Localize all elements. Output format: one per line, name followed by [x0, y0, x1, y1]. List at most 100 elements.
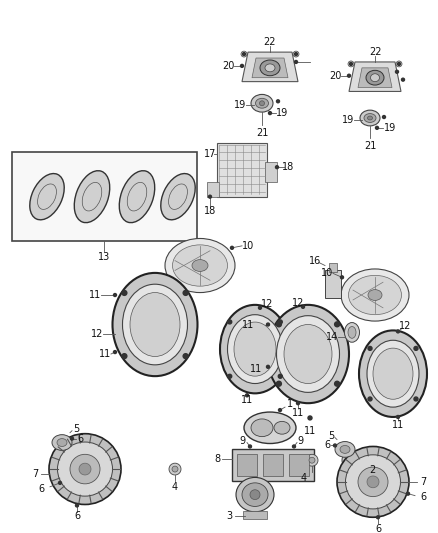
Bar	[237, 454, 257, 476]
Ellipse shape	[367, 476, 379, 488]
Text: 19: 19	[234, 100, 246, 110]
Circle shape	[268, 111, 272, 115]
Ellipse shape	[265, 64, 275, 72]
Ellipse shape	[360, 110, 380, 126]
Circle shape	[183, 290, 188, 295]
Text: 21: 21	[256, 128, 268, 138]
Text: 11: 11	[292, 408, 304, 418]
Bar	[232, 449, 314, 481]
Text: 5: 5	[328, 431, 334, 441]
Ellipse shape	[367, 116, 372, 120]
Polygon shape	[349, 62, 401, 92]
Ellipse shape	[306, 454, 318, 466]
Text: 1: 1	[287, 399, 293, 409]
Ellipse shape	[169, 463, 181, 475]
Circle shape	[350, 62, 353, 66]
Circle shape	[59, 481, 61, 484]
Circle shape	[368, 346, 372, 350]
Ellipse shape	[241, 51, 247, 57]
Circle shape	[396, 330, 399, 333]
Circle shape	[396, 70, 399, 73]
Ellipse shape	[342, 453, 356, 468]
Circle shape	[122, 290, 127, 295]
Circle shape	[266, 365, 269, 368]
Ellipse shape	[348, 327, 356, 338]
Circle shape	[278, 374, 282, 378]
Circle shape	[335, 381, 339, 386]
Bar	[207, 182, 219, 197]
Text: 5: 5	[73, 424, 79, 434]
Ellipse shape	[368, 289, 382, 301]
Text: 6: 6	[324, 440, 330, 450]
Circle shape	[333, 444, 336, 447]
Circle shape	[382, 116, 385, 118]
Circle shape	[396, 416, 399, 418]
Text: 11: 11	[241, 395, 253, 405]
Text: 6: 6	[77, 433, 83, 443]
Ellipse shape	[220, 305, 290, 393]
Text: 12: 12	[261, 299, 273, 309]
Text: 10: 10	[321, 269, 333, 278]
Circle shape	[276, 322, 281, 327]
Ellipse shape	[358, 467, 388, 497]
Text: 8: 8	[214, 454, 220, 464]
Polygon shape	[242, 52, 298, 82]
Ellipse shape	[340, 446, 350, 454]
Ellipse shape	[192, 260, 208, 271]
Text: 6: 6	[38, 484, 44, 494]
Circle shape	[183, 354, 188, 359]
Circle shape	[75, 504, 78, 507]
Circle shape	[278, 320, 282, 324]
Circle shape	[297, 402, 300, 405]
Circle shape	[113, 351, 117, 353]
Ellipse shape	[244, 412, 296, 443]
Ellipse shape	[346, 455, 400, 509]
Ellipse shape	[242, 483, 268, 506]
Text: 22: 22	[264, 37, 276, 47]
Circle shape	[228, 374, 232, 378]
Circle shape	[368, 397, 372, 401]
Text: 16: 16	[309, 256, 321, 265]
Ellipse shape	[396, 61, 402, 67]
Ellipse shape	[251, 419, 273, 437]
Text: 6: 6	[420, 491, 426, 502]
Ellipse shape	[284, 325, 332, 384]
Ellipse shape	[172, 466, 178, 472]
Circle shape	[228, 320, 232, 324]
Ellipse shape	[250, 490, 260, 499]
Bar	[217, 143, 267, 197]
Text: 6: 6	[375, 524, 381, 533]
Text: 7: 7	[420, 477, 426, 487]
Text: 7: 7	[32, 469, 38, 479]
Ellipse shape	[349, 276, 402, 314]
Ellipse shape	[123, 284, 187, 365]
Circle shape	[406, 492, 410, 495]
Circle shape	[276, 100, 279, 103]
Ellipse shape	[52, 434, 72, 450]
Text: 3: 3	[226, 511, 232, 521]
Circle shape	[208, 195, 212, 198]
Ellipse shape	[79, 463, 91, 475]
Text: 6: 6	[74, 511, 80, 521]
Ellipse shape	[173, 245, 227, 286]
Ellipse shape	[113, 273, 198, 376]
Text: 14: 14	[326, 332, 338, 342]
Text: 21: 21	[364, 141, 376, 150]
Polygon shape	[358, 68, 392, 87]
Circle shape	[398, 62, 400, 66]
Ellipse shape	[276, 316, 339, 392]
Circle shape	[266, 323, 269, 326]
Circle shape	[246, 394, 248, 397]
Bar	[12, 152, 197, 241]
Circle shape	[243, 53, 246, 55]
Ellipse shape	[255, 99, 268, 108]
Text: 18: 18	[204, 206, 216, 216]
Circle shape	[113, 294, 117, 296]
Ellipse shape	[251, 94, 273, 112]
Text: 10: 10	[242, 241, 254, 251]
Ellipse shape	[259, 101, 265, 106]
Ellipse shape	[359, 330, 427, 417]
Circle shape	[301, 305, 304, 308]
Ellipse shape	[366, 70, 384, 85]
Text: 4: 4	[301, 473, 307, 483]
